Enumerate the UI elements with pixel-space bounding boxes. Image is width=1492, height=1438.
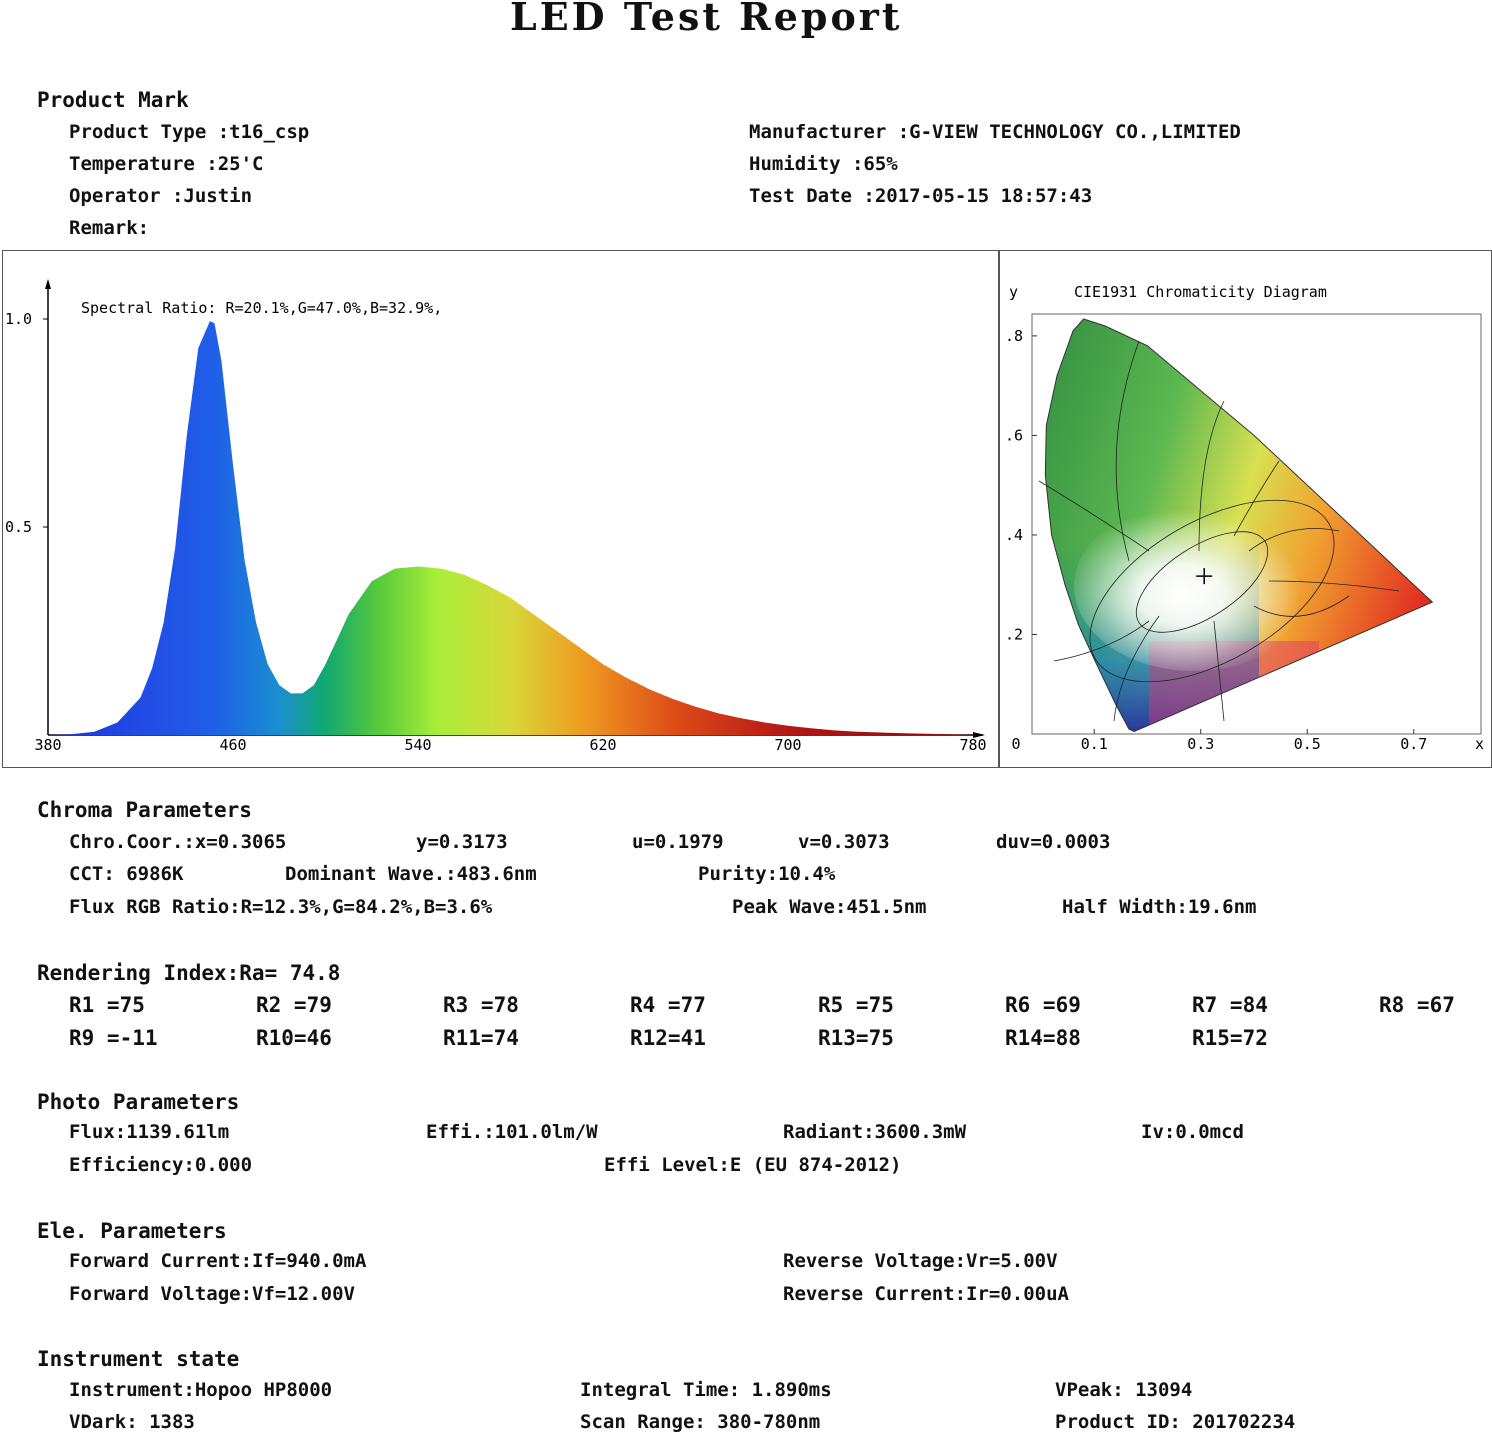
iv: Iv:0.0mcd xyxy=(1141,1121,1244,1143)
chromaticity-point xyxy=(1196,568,1213,585)
y-tick-label: 0.5 xyxy=(5,518,32,536)
chroma-coordinate-x: Chro.Coor.:x=0.3065 xyxy=(69,831,287,853)
cie-x-tick-label: 0 xyxy=(1011,735,1020,753)
test-date: Test Date :2017-05-15 18:57:43 xyxy=(749,185,1093,207)
spectrum-plot xyxy=(48,321,973,735)
spectrum-labels: Spectral Ratio: R=20.1%,G=47.0%,B=32.9%,… xyxy=(5,299,987,754)
spectral-ratio-label: Spectral Ratio: R=20.1%,G=47.0%,B=32.9%, xyxy=(81,299,442,317)
x-tick-label: 380 xyxy=(34,736,61,754)
half-width: Half Width:19.6nm xyxy=(1062,896,1257,918)
r11: R11=74 xyxy=(443,1026,519,1050)
r2: R2 =79 xyxy=(256,993,332,1017)
purity: Purity:10.4% xyxy=(698,863,836,885)
cie-y-label: y xyxy=(1009,283,1018,301)
cie-x-label: x xyxy=(1475,735,1484,753)
cct: CCT: 6986K xyxy=(69,863,184,885)
chroma-u: u=0.1979 xyxy=(632,831,724,853)
spectrum-chart: Spectral Ratio: R=20.1%,G=47.0%,B=32.9%,… xyxy=(5,279,987,754)
cie-panel: CIE1931 Chromaticity Diagram y x 0 0.1 0.3 0.5… xyxy=(998,250,1492,768)
humidity: Humidity :65% xyxy=(749,153,898,175)
cie-title: CIE1931 Chromaticity Diagram xyxy=(1074,283,1327,301)
integral-time: Integral Time: 1.890ms xyxy=(580,1379,832,1401)
cie-x-tick-label: 0.3 xyxy=(1187,735,1214,753)
x-tick-label: 700 xyxy=(774,736,801,754)
cie-x-tick-label: 0.1 xyxy=(1081,735,1108,753)
remark: Remark: xyxy=(69,217,150,239)
chroma-heading: Chroma Parameters xyxy=(37,798,252,822)
r8: R8 =67 xyxy=(1379,993,1455,1017)
manufacturer: Manufacturer :G-VIEW TECHNOLOGY CO.,LIMI… xyxy=(749,121,1241,143)
product-mark-heading: Product Mark xyxy=(37,88,189,112)
r6: R6 =69 xyxy=(1005,993,1081,1017)
cie-x-tick-label: 0.7 xyxy=(1400,735,1427,753)
photo-heading: Photo Parameters xyxy=(37,1090,240,1114)
forward-voltage: Forward Voltage:Vf=12.00V xyxy=(69,1283,355,1305)
cie-labels: CIE1931 Chromaticity Diagram y x 0 0.1 0.3 0.5… xyxy=(1005,283,1484,753)
y-tick-marks xyxy=(43,318,48,528)
chroma-duv: duv=0.0003 xyxy=(996,831,1111,853)
ele-heading: Ele. Parameters xyxy=(37,1219,227,1243)
vpeak: VPeak: 13094 xyxy=(1055,1379,1193,1401)
cie-y-tick-label: .8 xyxy=(1005,327,1023,345)
product-id: Product ID: 201702234 xyxy=(1055,1411,1296,1433)
cie-x-tick-label: 0.5 xyxy=(1294,735,1321,753)
cie-y-tick-label: .4 xyxy=(1005,526,1023,544)
x-tick-label: 460 xyxy=(219,736,246,754)
r7: R7 =84 xyxy=(1192,993,1268,1017)
product-type: Product Type :t16_csp xyxy=(69,121,310,143)
forward-current: Forward Current:If=940.0mA xyxy=(69,1250,367,1272)
spectral-locus xyxy=(1044,318,1434,733)
cie-y-tick-label: .2 xyxy=(1005,625,1023,643)
r1: R1 =75 xyxy=(69,993,145,1017)
temperature: Temperature :25'C xyxy=(69,153,264,175)
reverse-current: Reverse Current:Ir=0.00uA xyxy=(783,1283,1069,1305)
reverse-voltage: Reverse Voltage:Vr=5.00V xyxy=(783,1250,1058,1272)
r5: R5 =75 xyxy=(818,993,894,1017)
efficiency: Efficiency:0.000 xyxy=(69,1154,253,1176)
flux-rgb-ratio: Flux RGB Ratio:R=12.3%,G=84.2%,B=3.6% xyxy=(69,896,493,918)
x-tick-label: 620 xyxy=(589,736,616,754)
cie-y-tick-label: .6 xyxy=(1005,426,1023,444)
cie-frame xyxy=(1031,313,1482,735)
spectrum-area xyxy=(48,321,973,735)
r4: R4 =77 xyxy=(630,993,706,1017)
peak-wave: Peak Wave:451.5nm xyxy=(732,896,927,918)
cie-gamut-fill xyxy=(1045,319,1433,732)
vdark: VDark: 1383 xyxy=(69,1411,195,1433)
x-tick-label: 780 xyxy=(959,736,986,754)
r3: R3 =78 xyxy=(443,993,519,1017)
r14: R14=88 xyxy=(1005,1026,1081,1050)
effi: Effi.:101.0lm/W xyxy=(426,1121,598,1143)
rendering-index-heading: Rendering Index:Ra= 74.8 xyxy=(37,961,341,985)
effi-level: Effi Level:E (EU 874-2012) xyxy=(604,1154,902,1176)
scan-range: Scan Range: 380-780nm xyxy=(580,1411,821,1433)
r12: R12=41 xyxy=(630,1026,706,1050)
x-axis-arrow-icon xyxy=(973,732,985,738)
r13: R13=75 xyxy=(818,1026,894,1050)
page-title: LED Test Report xyxy=(510,0,903,39)
operator: Operator :Justin xyxy=(69,185,253,207)
y-axis-arrow-icon xyxy=(45,279,51,289)
dominant-wave: Dominant Wave.:483.6nm xyxy=(285,863,537,885)
cie-region-lines xyxy=(1038,340,1400,722)
radiant: Radiant:3600.3mW xyxy=(783,1121,967,1143)
chroma-coordinate-y: y=0.3173 xyxy=(416,831,508,853)
spectrum-panel: Spectral Ratio: R=20.1%,G=47.0%,B=32.9%,… xyxy=(2,250,1000,768)
r10: R10=46 xyxy=(256,1026,332,1050)
cie-chart: CIE1931 Chromaticity Diagram y x 0 0.1 0.3 0.5… xyxy=(1005,283,1484,753)
instrument-heading: Instrument state xyxy=(37,1347,240,1371)
instrument-name: Instrument:Hopoo HP8000 xyxy=(69,1379,333,1401)
flux: Flux:1139.61lm xyxy=(69,1121,230,1143)
r9: R9 =-11 xyxy=(69,1026,158,1050)
r15: R15=72 xyxy=(1192,1026,1268,1050)
chroma-v: v=0.3073 xyxy=(798,831,890,853)
x-tick-label: 540 xyxy=(404,736,431,754)
y-tick-label: 1.0 xyxy=(5,310,32,328)
